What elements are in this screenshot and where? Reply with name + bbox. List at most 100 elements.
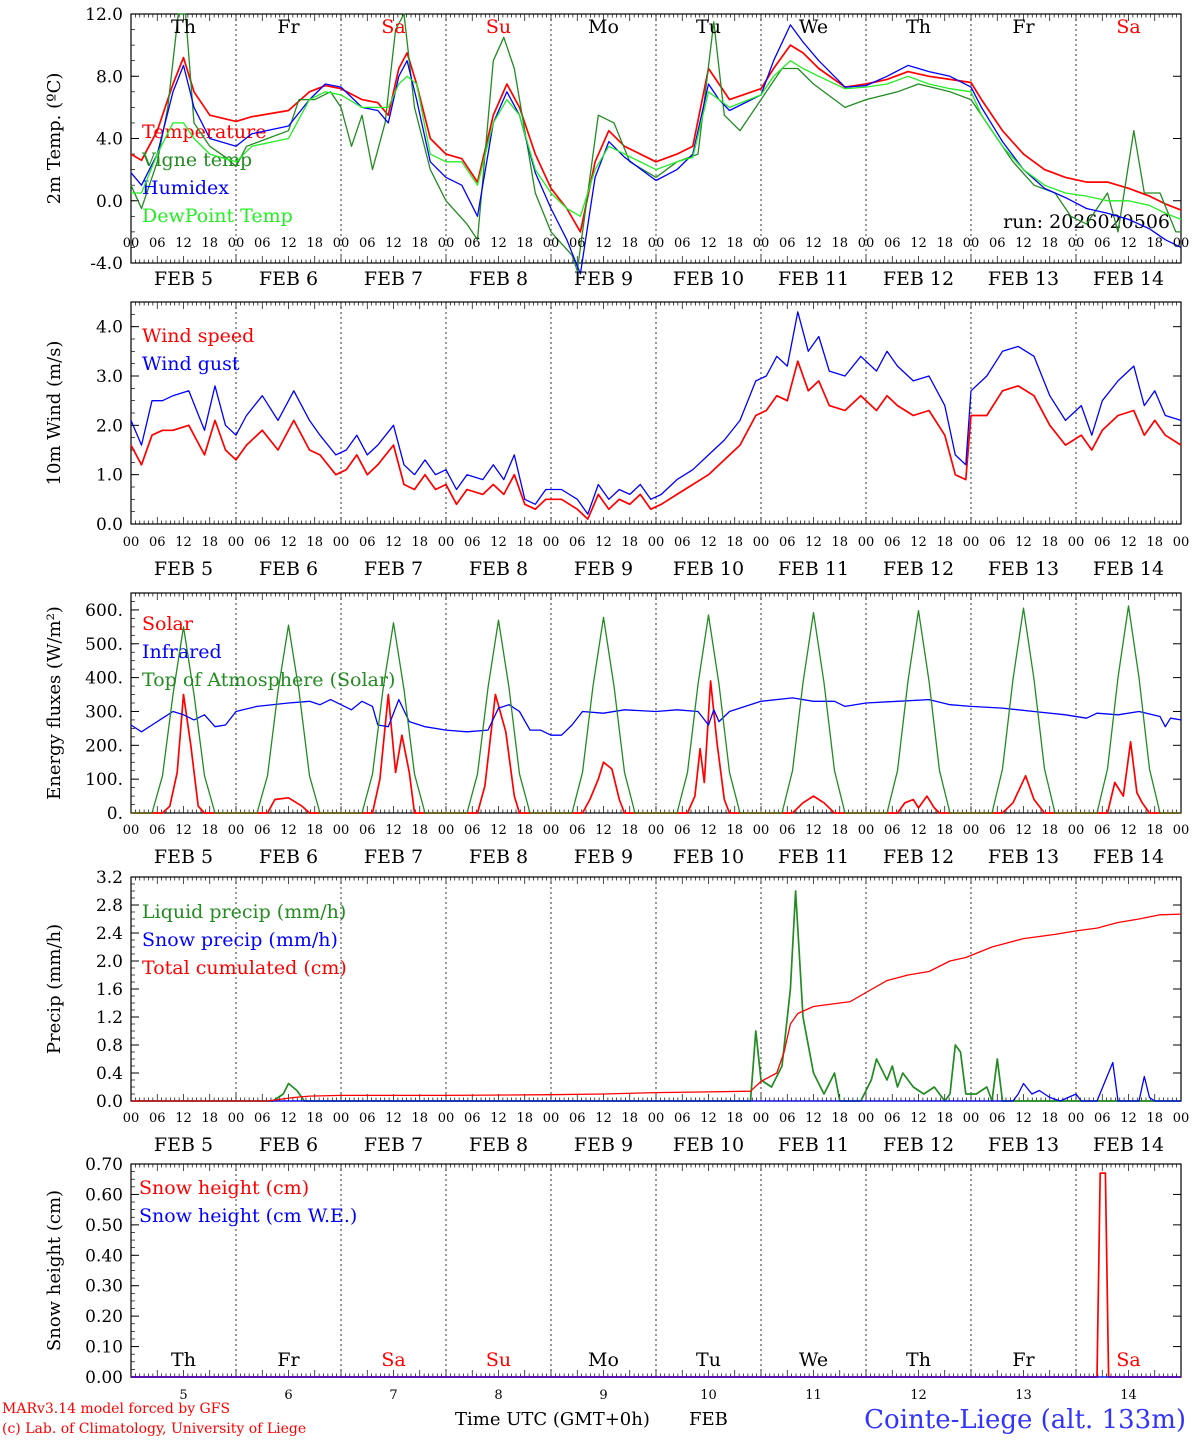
hour-tick-label: 06 [254, 535, 271, 550]
hour-tick-label: 18 [201, 1111, 218, 1126]
hour-tick-label: 06 [989, 823, 1006, 838]
date-label: FEB 5 [154, 846, 213, 868]
hour-tick-label: 12 [385, 1111, 402, 1126]
day-number-label: 10 [700, 1388, 717, 1403]
hour-tick-label: 06 [359, 1111, 376, 1126]
panel-3: 0. 100. 200. 300. 400. 500. 600. Energy fluxes … [44, 592, 1189, 868]
hour-tick-label: 12 [1015, 823, 1032, 838]
date-label: FEB 11 [778, 268, 849, 290]
date-label: FEB 11 [778, 1134, 849, 1156]
hour-tick-label: 06 [254, 236, 271, 251]
day-number-label: 13 [1015, 1388, 1032, 1403]
footer-model: MARv3.14 model forced by GFS [2, 1401, 230, 1417]
hour-tick-label: 00 [333, 535, 350, 550]
y-tick-label: 0.0 [96, 192, 123, 212]
hour-tick-label: 12 [175, 823, 192, 838]
y-tick-label: 1.6 [96, 980, 123, 1000]
date-label: FEB 6 [259, 268, 318, 290]
hour-tick-label: 00 [228, 236, 245, 251]
hour-tick-label: 00 [858, 823, 875, 838]
hour-tick-label: 18 [621, 1111, 638, 1126]
hour-tick-label: 12 [175, 535, 192, 550]
hour-tick-label: 12 [490, 535, 507, 550]
hour-tick-label: 12 [805, 1111, 822, 1126]
hour-tick-label: 18 [831, 823, 848, 838]
hour-tick-label: 00 [228, 535, 245, 550]
hour-tick-label: 06 [884, 1111, 901, 1126]
y-tick-label: 200. [85, 736, 123, 756]
hour-tick-label: 12 [385, 236, 402, 251]
hour-tick-label: 12 [1015, 236, 1032, 251]
hour-tick-label: 06 [1094, 1111, 1111, 1126]
hour-tick-label: 18 [411, 236, 428, 251]
hour-tick-label: 00 [1173, 236, 1190, 251]
hour-tick-label: 00 [438, 236, 455, 251]
day-name-label: Fr [277, 1349, 300, 1371]
y-axis-label: 10m Wind (m/s) [44, 341, 65, 486]
hour-tick-label: 18 [726, 236, 743, 251]
hour-tick-label: 18 [306, 535, 323, 550]
hour-tick-label: 18 [516, 236, 533, 251]
date-label: FEB 12 [883, 268, 954, 290]
hour-tick-label: 12 [805, 535, 822, 550]
hour-tick-label: 18 [1146, 1111, 1163, 1126]
date-label: FEB 8 [469, 558, 528, 580]
hour-tick-label: 06 [779, 823, 796, 838]
hour-tick-label: 00 [333, 1111, 350, 1126]
hour-tick-label: 06 [1094, 823, 1111, 838]
y-tick-label: 0.4 [96, 1064, 123, 1084]
hour-tick-label: 06 [674, 535, 691, 550]
date-label: FEB 10 [673, 846, 744, 868]
y-tick-label: 4.0 [96, 130, 123, 150]
hour-tick-label: 00 [753, 1111, 770, 1126]
hour-tick-label: 06 [464, 1111, 481, 1126]
hour-tick-label: 06 [569, 1111, 586, 1126]
hour-tick-label: 06 [569, 236, 586, 251]
hour-tick-label: 06 [569, 823, 586, 838]
hour-tick-label: 06 [1094, 236, 1111, 251]
date-label: FEB 14 [1093, 268, 1164, 290]
y-tick-label: 0.50 [85, 1216, 123, 1236]
hour-tick-label: 12 [490, 1111, 507, 1126]
y-tick-label: 300. [85, 702, 123, 722]
legend-entry: Solar [142, 613, 194, 635]
legend-entry: Infrared [142, 641, 222, 663]
hour-tick-label: 12 [1120, 535, 1137, 550]
hour-tick-label: 12 [1120, 1111, 1137, 1126]
date-label: FEB 13 [988, 558, 1059, 580]
hour-tick-label: 06 [149, 823, 166, 838]
y-tick-label: 400. [85, 669, 123, 689]
day-name-label: Tu [696, 16, 721, 38]
date-label: FEB 10 [673, 268, 744, 290]
series-line [130, 24, 1182, 275]
footer-month: FEB [689, 1409, 728, 1430]
day-name-label: Th [906, 1349, 931, 1371]
y-axis-label: Precip (mm/h) [44, 924, 65, 1054]
y-tick-label: 8.0 [96, 67, 123, 87]
date-label: FEB 12 [883, 1134, 954, 1156]
day-name-label: Su [486, 16, 511, 38]
hour-tick-label: 18 [411, 1111, 428, 1126]
y-tick-label: 0.70 [85, 1155, 123, 1175]
hour-tick-label: 12 [490, 823, 507, 838]
hour-tick-label: 00 [858, 236, 875, 251]
hour-tick-label: 06 [464, 535, 481, 550]
day-number-label: 14 [1120, 1388, 1137, 1403]
series-line [130, 44, 1182, 233]
series-line [130, 311, 1182, 515]
legend-entry: Snow height (cm W.E.) [139, 1205, 357, 1227]
y-tick-label: 2.0 [96, 952, 123, 972]
hour-tick-label: 12 [805, 236, 822, 251]
legend-entry: Liquid precip (mm/h) [142, 901, 346, 923]
hour-tick-label: 06 [674, 1111, 691, 1126]
hour-tick-label: 00 [123, 535, 140, 550]
y-tick-label: 0.0 [96, 1092, 123, 1112]
hour-tick-label: 06 [254, 823, 271, 838]
hour-tick-label: 18 [831, 535, 848, 550]
y-tick-label: 3.0 [96, 367, 123, 387]
hour-tick-label: 00 [123, 823, 140, 838]
hour-tick-label: 18 [726, 1111, 743, 1126]
date-label: FEB 8 [469, 268, 528, 290]
legend-entry: DewPoint Temp [142, 205, 293, 227]
hour-tick-label: 18 [201, 823, 218, 838]
